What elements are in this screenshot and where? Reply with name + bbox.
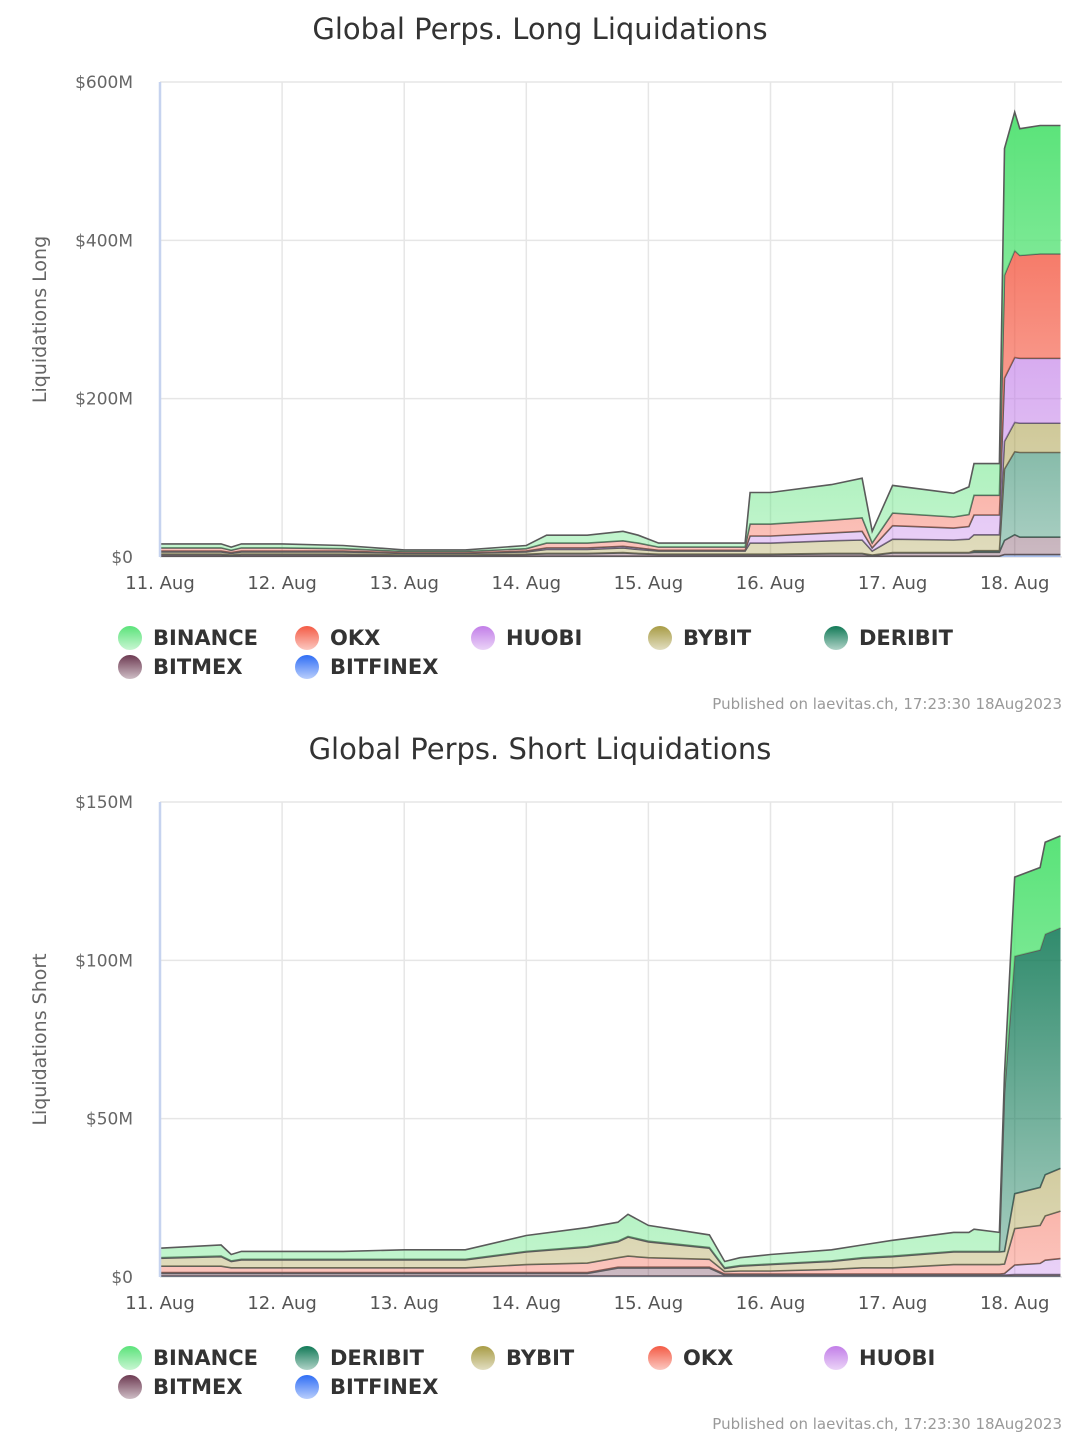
line-binance (159, 835, 1061, 1263)
legend-label: BITFINEX (330, 1375, 439, 1399)
legend-marker-icon (118, 1346, 142, 1370)
legend-label: OKX (683, 1346, 734, 1370)
x-tick-label: 12. Aug (247, 1293, 317, 1314)
y-tick-label: $400M (75, 231, 133, 251)
legend-marker-icon (824, 626, 848, 650)
legend-label: BINANCE (153, 1346, 258, 1370)
legend-label: OKX (330, 626, 381, 650)
legend-label: BYBIT (506, 1346, 575, 1370)
y-tick-label: $0 (111, 548, 133, 568)
x-tick-label: 16. Aug (736, 573, 806, 594)
legend-marker-icon (118, 626, 142, 650)
x-tick-label: 18. Aug (980, 1293, 1050, 1314)
legend-item-huobi[interactable]: HUOBI (471, 626, 582, 650)
area-huobi[interactable] (160, 357, 1061, 554)
x-tick-label: 11. Aug (125, 573, 195, 594)
chart-title: Global Perps. Short Liquidations (308, 732, 772, 766)
legend-label: HUOBI (506, 626, 583, 650)
legend-marker-icon (118, 655, 142, 679)
line-deribit (159, 926, 1061, 1269)
short-liquidations-chart: Global Perps. Short Liquidations $0 $50M $… (0, 720, 1080, 1440)
legend-item-bybit[interactable]: BYBIT (648, 626, 751, 650)
legend-item-deribit[interactable]: DERIBIT (295, 1346, 424, 1370)
y-tick-label: $50M (86, 1110, 133, 1130)
legend-marker-icon (118, 1375, 142, 1399)
legend-marker-icon (471, 626, 495, 650)
legend-item-bitfinex[interactable]: BITFINEX (295, 1375, 438, 1399)
y-tick-label: $0 (111, 1268, 133, 1288)
legend-item-deribit[interactable]: DERIBIT (824, 626, 953, 650)
long-liquidations-chart: Global Perps. Long Liquidations $0 $200M $… (29, 12, 1062, 713)
x-tick-label: 11. Aug (125, 1293, 195, 1314)
legend-item-bitmex[interactable]: BITMEX (118, 655, 243, 679)
x-tick-label: 16. Aug (736, 1293, 806, 1314)
legend-marker-icon (824, 1346, 848, 1370)
legend-marker-icon (295, 1375, 319, 1399)
legend-label: BITMEX (153, 1375, 243, 1399)
legend-marker-icon (295, 1346, 319, 1370)
legend-item-bitmex[interactable]: BITMEX (118, 1375, 243, 1399)
legend-label: BYBIT (683, 626, 752, 650)
legend-marker-icon (648, 1346, 672, 1370)
x-tick-label: 13. Aug (369, 573, 439, 594)
area-binance[interactable] (160, 835, 1061, 1268)
x-tick-label: 18. Aug (980, 573, 1050, 594)
legend-marker-icon (295, 626, 319, 650)
legend-item-huobi[interactable]: HUOBI (824, 1346, 935, 1370)
area-bybit[interactable] (160, 422, 1061, 555)
short-liquidations-plot: $0 $50M $100M $150M 11. Aug 12. Aug 13. Aug 14.… (29, 793, 1062, 1314)
legend-item-bybit[interactable]: BYBIT (471, 1346, 574, 1370)
y-axis-label: Liquidations Short (29, 953, 51, 1125)
legend-label: BITFINEX (330, 655, 439, 679)
chart-title: Global Perps. Long Liquidations (312, 12, 768, 46)
area-huobi[interactable] (160, 1258, 1061, 1276)
x-tick-label: 14. Aug (492, 573, 562, 594)
y-tick-label: $100M (75, 951, 133, 971)
legend-marker-icon (471, 1346, 495, 1370)
legend-label: BITMEX (153, 655, 243, 679)
published-credit: Published on laevitas.ch, 17:23:30 18Aug… (712, 695, 1062, 713)
long-liquidations-plot: $0 $200M $400M $600M 11. Aug 12. Aug 13. Aug 14… (29, 73, 1062, 594)
areas (160, 109, 1061, 557)
areas (159, 835, 1061, 1277)
area-bybit[interactable] (160, 1168, 1061, 1272)
area-okx[interactable] (160, 250, 1061, 553)
legend-item-okx[interactable]: OKX (295, 626, 380, 650)
legend-item-okx[interactable]: OKX (648, 1346, 733, 1370)
x-tick-label: 15. Aug (614, 573, 684, 594)
y-tick-label: $600M (75, 73, 133, 93)
legend-label: DERIBIT (859, 626, 953, 650)
x-tick-label: 12. Aug (247, 573, 317, 594)
x-tick-label: 17. Aug (858, 1293, 928, 1314)
y-tick-label: $200M (75, 390, 133, 410)
area-binance[interactable] (160, 112, 1061, 552)
legend-item-bitfinex[interactable]: BITFINEX (295, 655, 438, 679)
legend-item-binance[interactable]: BINANCE (118, 626, 258, 650)
area-bitmex[interactable] (160, 534, 1061, 557)
legend-label: HUOBI (859, 1346, 936, 1370)
legend-marker-icon (648, 626, 672, 650)
published-credit: Published on laevitas.ch, 17:23:30 18Aug… (712, 1415, 1062, 1433)
area-deribit[interactable] (160, 927, 1061, 1269)
x-tick-label: 13. Aug (369, 1293, 439, 1314)
x-tick-label: 15. Aug (614, 1293, 684, 1314)
legend-label: DERIBIT (330, 1346, 424, 1370)
legend-item-binance[interactable]: BINANCE (118, 1346, 258, 1370)
x-tick-label: 17. Aug (858, 573, 928, 594)
y-axis-label: Liquidations Long (29, 236, 51, 403)
x-tick-label: 14. Aug (492, 1293, 562, 1314)
y-tick-label: $150M (75, 793, 133, 813)
line-binance (160, 109, 1061, 551)
legend-marker-icon (295, 655, 319, 679)
legend-label: BINANCE (153, 626, 258, 650)
